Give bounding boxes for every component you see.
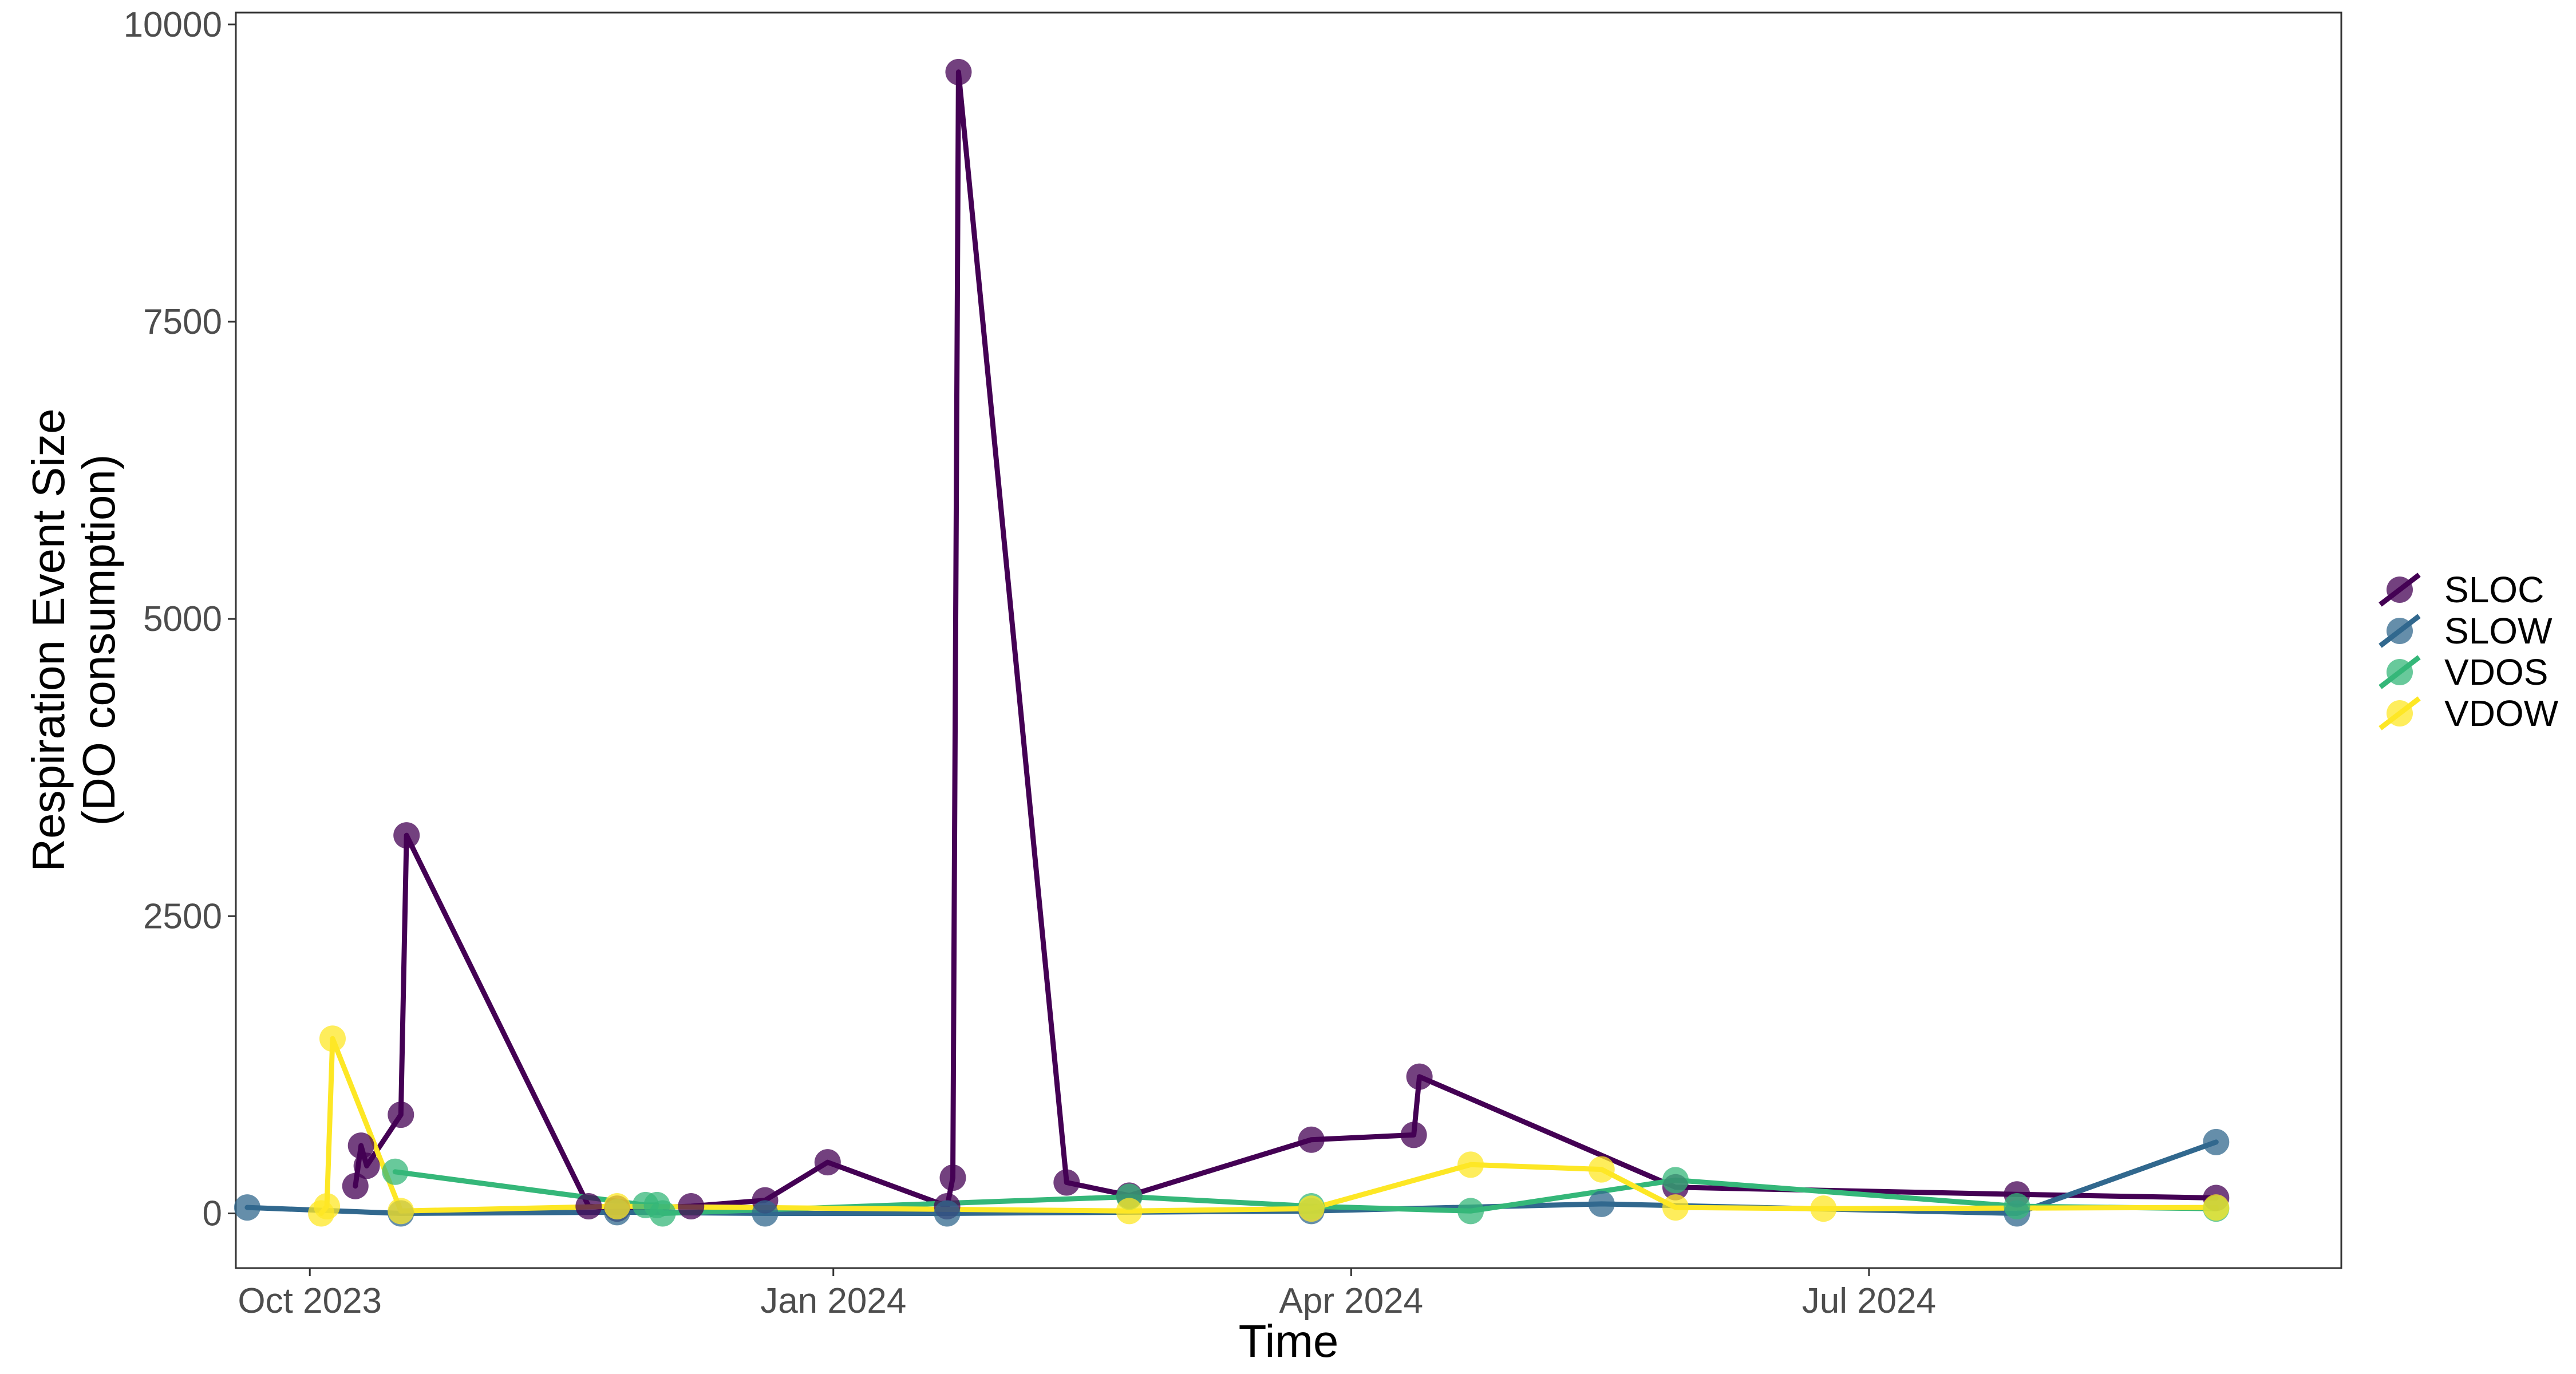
data-point-vdow — [1457, 1151, 1484, 1178]
y-axis: 0 2500 5000 7500 10000 — [124, 5, 236, 1233]
data-point-vdow — [604, 1193, 631, 1220]
legend-label-slow: SLOW — [2444, 610, 2553, 652]
x-tick-label: Apr 2024 — [1279, 1281, 1424, 1321]
data-point-slow — [234, 1194, 260, 1221]
data-point-sloc — [342, 1172, 369, 1199]
legend-key-point-vdow — [2387, 700, 2413, 727]
data-point-vdow — [1662, 1194, 1689, 1221]
data-point-slow — [2203, 1128, 2230, 1155]
y-tick-label: 0 — [203, 1194, 222, 1233]
data-point-vdow — [1588, 1156, 1615, 1183]
legend-label-vdow: VDOW — [2444, 693, 2559, 734]
x-axis: Oct 2023 Jan 2024 Apr 2024 Jul 2024 — [238, 1268, 1936, 1321]
data-point-sloc — [945, 58, 972, 85]
data-point-sloc — [388, 1101, 414, 1128]
x-axis-title: Time — [1239, 1316, 1339, 1367]
data-point-sloc — [678, 1193, 705, 1220]
data-point-sloc — [1053, 1169, 1080, 1196]
x-tick-label: Jul 2024 — [1802, 1281, 1936, 1321]
y-tick-label: 10000 — [124, 5, 222, 45]
series-line-vdow — [318, 1036, 2219, 1216]
legend-key-point-vdos — [2387, 659, 2413, 685]
y-tick-label: 2500 — [143, 897, 222, 936]
data-point-slow — [752, 1200, 779, 1227]
data-point-vdos — [1662, 1167, 1689, 1194]
data-point-sloc — [353, 1152, 380, 1179]
y-axis-title: Respiration Event Size (DO consumption) — [23, 408, 124, 871]
data-point-vdow — [314, 1193, 341, 1220]
data-point-sloc — [393, 822, 420, 849]
data-point-vdos — [382, 1158, 409, 1185]
data-point-vdos — [649, 1200, 676, 1227]
data-point-vdow — [388, 1198, 414, 1225]
plot-panel — [235, 11, 2342, 1269]
data-point-slow — [934, 1200, 961, 1227]
data-point-vdow — [1116, 1198, 1143, 1225]
legend-key-point-slow — [2387, 618, 2413, 644]
data-point-sloc — [814, 1149, 841, 1176]
data-point-vdos — [1457, 1198, 1484, 1225]
x-tick-label: Jan 2024 — [760, 1281, 906, 1321]
data-point-sloc — [939, 1164, 966, 1191]
legend-label-sloc: SLOC — [2444, 569, 2544, 610]
legend-key-point-sloc — [2387, 577, 2413, 603]
y-tick-label: 7500 — [143, 302, 222, 342]
y-tick-label: 5000 — [143, 599, 222, 639]
data-point-sloc — [1298, 1126, 1325, 1153]
x-tick-label: Oct 2023 — [238, 1281, 382, 1321]
legend-label-vdos: VDOS — [2444, 652, 2548, 693]
data-point-sloc — [1406, 1063, 1433, 1090]
data-point-vdow — [319, 1025, 346, 1052]
y-axis-title-line-1: Respiration Event Size — [23, 408, 74, 871]
data-point-vdow — [2203, 1194, 2230, 1221]
data-point-sloc — [575, 1193, 602, 1220]
data-point-sloc — [347, 1132, 374, 1159]
data-point-vdow — [1810, 1195, 1837, 1222]
series-points — [234, 58, 2230, 1227]
data-point-vdow — [1298, 1195, 1325, 1222]
y-axis-title-line-2: (DO consumption) — [73, 454, 124, 826]
data-point-vdos — [2004, 1193, 2030, 1220]
data-point-slow — [1588, 1190, 1615, 1217]
data-point-sloc — [1400, 1122, 1427, 1148]
